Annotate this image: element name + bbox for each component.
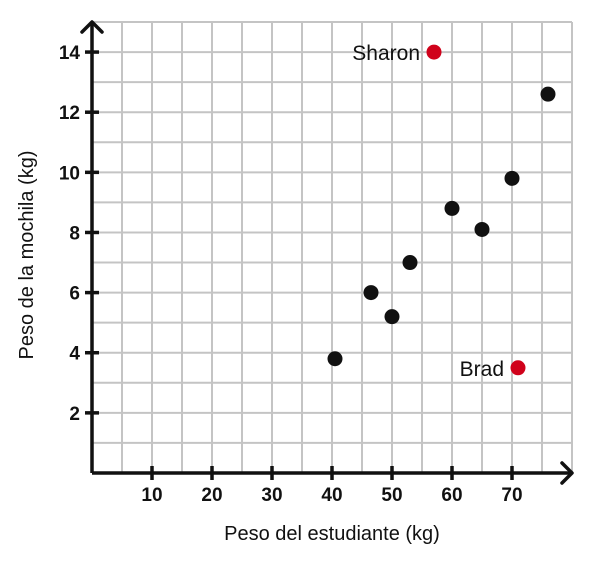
- x-axis-label: Peso del estudiante (kg): [224, 523, 440, 545]
- y-tick-label: 2: [69, 404, 80, 425]
- ticks: 10 20 30 40 50 60 70 2 4 6 8 10 12 14: [59, 43, 523, 506]
- y-tick-label: 6: [69, 284, 80, 305]
- data-point: [363, 285, 379, 301]
- x-axis-arrow: [560, 461, 574, 485]
- data-point: [504, 170, 520, 186]
- data-point: [402, 255, 418, 271]
- y-tick-label: 10: [59, 163, 80, 184]
- point-labels: Sharon Brad: [352, 42, 504, 381]
- x-tick-label: 10: [141, 485, 162, 506]
- x-tick-label: 40: [321, 485, 342, 506]
- data-point: [540, 86, 556, 102]
- x-tick-label: 50: [381, 485, 402, 506]
- grid: [92, 21, 573, 473]
- data-point: [444, 200, 460, 216]
- y-axis-arrow: [80, 20, 104, 34]
- x-tick-label: 60: [441, 485, 462, 506]
- data-point-label: Brad: [460, 358, 504, 381]
- data-point-highlighted: [510, 360, 526, 376]
- data-point: [327, 351, 343, 367]
- data-points: [327, 44, 556, 376]
- data-point: [384, 309, 400, 325]
- y-axis-label: Peso de la mochila (kg): [16, 151, 38, 360]
- x-tick-label: 70: [501, 485, 522, 506]
- data-point-label: Sharon: [352, 42, 420, 65]
- data-point: [474, 221, 490, 237]
- y-tick-label: 12: [59, 103, 80, 124]
- y-tick-label: 8: [69, 223, 80, 244]
- x-tick-label: 30: [261, 485, 282, 506]
- y-tick-label: 4: [69, 344, 80, 365]
- data-point-highlighted: [426, 44, 442, 60]
- x-tick-label: 20: [201, 485, 222, 506]
- y-tick-label: 14: [59, 43, 81, 64]
